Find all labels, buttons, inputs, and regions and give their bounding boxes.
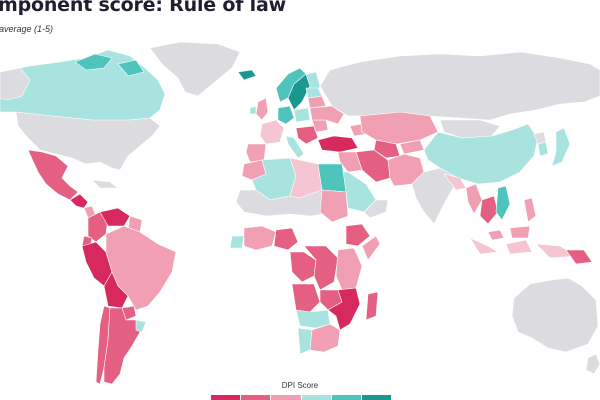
region-papua[interactable] — [565, 249, 593, 265]
legend-color-scale — [211, 395, 392, 400]
region-ethiopia[interactable] — [345, 223, 371, 247]
region-new-zealand[interactable] — [585, 353, 600, 375]
region-indonesia[interactable] — [469, 237, 577, 259]
map-subtitle: average (1-5) — [0, 24, 54, 34]
region-somalia[interactable] — [361, 235, 381, 261]
region-north-korea[interactable] — [533, 131, 547, 145]
region-argentina[interactable] — [103, 307, 141, 385]
region-canada-arctic[interactable] — [74, 53, 145, 77]
region-uk[interactable] — [255, 97, 269, 121]
region-myanmar[interactable] — [465, 183, 483, 215]
region-greenland[interactable] — [149, 41, 241, 97]
region-poland[interactable] — [293, 107, 311, 123]
legend-swatch-5 — [331, 395, 362, 400]
legend-title: DPI Score — [281, 381, 319, 390]
region-senegal[interactable] — [229, 235, 245, 249]
region-venezuela[interactable] — [99, 207, 131, 227]
region-italy[interactable] — [285, 135, 305, 159]
legend-swatch-1 — [211, 395, 242, 400]
legend-swatch-3 — [271, 395, 302, 400]
region-south-korea[interactable] — [537, 141, 549, 157]
region-namibia-botswana[interactable] — [295, 309, 331, 329]
region-usa[interactable] — [15, 111, 161, 171]
region-uzbekistan[interactable] — [373, 139, 401, 159]
region-malaysia[interactable] — [487, 225, 531, 241]
region-bolivia[interactable] — [103, 271, 129, 309]
region-balkans[interactable] — [295, 125, 319, 145]
region-kazakhstan[interactable] — [359, 111, 439, 145]
region-india[interactable] — [411, 167, 459, 225]
legend-swatch-2 — [241, 395, 272, 400]
region-france[interactable] — [259, 119, 285, 145]
region-yemen-oman[interactable] — [363, 199, 389, 219]
region-spain[interactable] — [245, 143, 267, 163]
region-japan[interactable] — [551, 127, 571, 167]
region-baltics[interactable] — [305, 87, 323, 99]
region-central-america[interactable] — [69, 193, 89, 209]
region-turkey[interactable] — [317, 135, 359, 153]
region-russia[interactable] — [319, 51, 600, 121]
region-vietnam[interactable] — [495, 185, 511, 221]
region-west-africa[interactable] — [243, 225, 277, 251]
region-angola[interactable] — [291, 283, 321, 313]
region-australia[interactable] — [511, 277, 599, 353]
region-mexico[interactable] — [27, 149, 79, 201]
region-kenya-tanzania[interactable] — [335, 247, 363, 291]
legend-swatch-4 — [301, 395, 332, 400]
region-nigeria[interactable] — [273, 227, 299, 251]
region-philippines[interactable] — [523, 197, 537, 223]
region-madagascar[interactable] — [365, 291, 379, 321]
region-iraq[interactable] — [337, 151, 363, 173]
region-germany[interactable] — [277, 105, 295, 125]
region-cuba[interactable] — [91, 179, 119, 189]
world-choropleth-map[interactable] — [0, 40, 600, 392]
legend-swatch-6 — [361, 395, 392, 400]
region-central-africa[interactable] — [289, 251, 317, 283]
region-uruguay[interactable] — [135, 319, 147, 333]
region-egypt[interactable] — [317, 163, 347, 193]
region-south-africa[interactable] — [309, 323, 341, 353]
region-thailand[interactable] — [479, 195, 499, 225]
region-iceland[interactable] — [237, 69, 257, 81]
region-drc[interactable] — [303, 245, 339, 291]
map-title: mponent score: Rule of law — [0, 0, 286, 16]
region-sudan[interactable] — [319, 189, 349, 223]
region-ireland[interactable] — [249, 105, 257, 115]
region-alaska[interactable] — [0, 67, 31, 101]
